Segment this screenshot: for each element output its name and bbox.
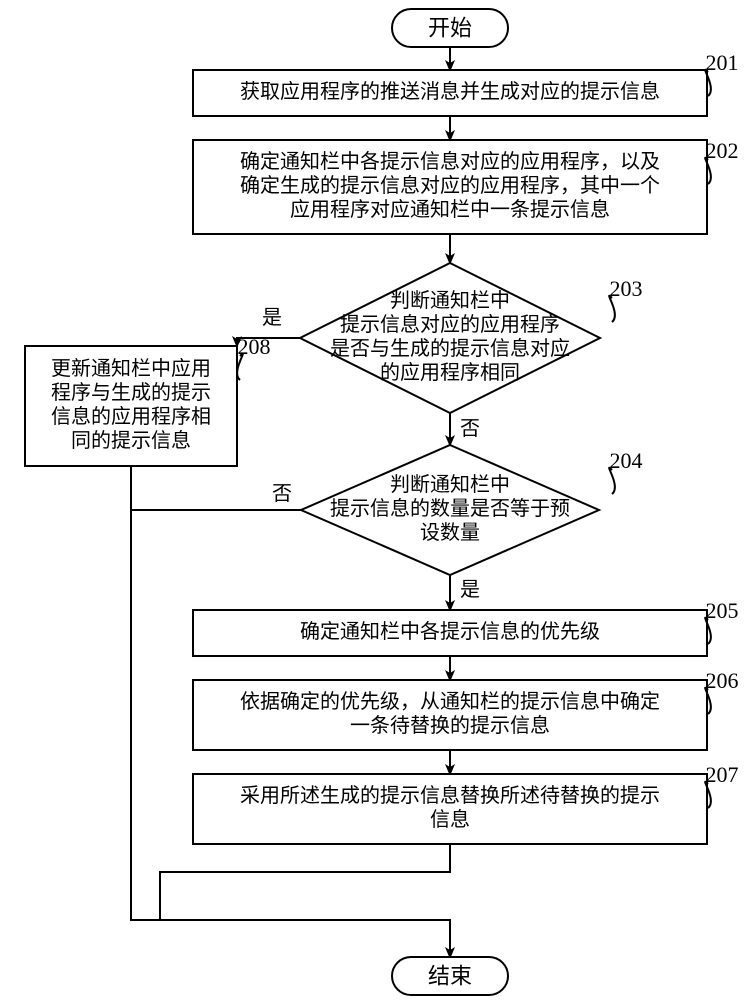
step-label-l206: 206 <box>706 668 739 693</box>
n205-line: 确定通知栏中各提示信息的优先级 <box>300 620 600 643</box>
n206-line: 依据确定的优先级，从通知栏的提示信息中确定 <box>240 690 660 713</box>
edge-label-no203: 否 <box>460 418 480 440</box>
n204-line: 判断通知栏中 <box>390 473 510 496</box>
n207-line: 信息 <box>430 808 470 831</box>
n208-line: 更新通知栏中应用 <box>51 357 211 380</box>
n208-line: 同的提示信息 <box>71 429 191 452</box>
n208-line: 信息的应用程序相 <box>51 405 211 428</box>
start-text: 开始 <box>428 16 472 41</box>
flowchart-canvas: 开始结束 获取应用程序的推送消息并生成对应的提示信息确定通知栏中各提示信息对应的应… <box>0 0 751 1000</box>
edge-label-no204: 否 <box>272 483 292 505</box>
step-label-l202: 202 <box>706 138 739 163</box>
step-label-l203: 203 <box>610 276 643 301</box>
step-label-l204: 204 <box>610 448 643 473</box>
n202-line: 应用程序对应通知栏中一条提示信息 <box>290 198 610 221</box>
n201-line: 获取应用程序的推送消息并生成对应的提示信息 <box>240 80 660 103</box>
n207-line: 采用所述生成的提示信息替换所述待替换的提示 <box>240 784 660 807</box>
n202-line: 确定生成的提示信息对应的应用程序，其中一个 <box>240 174 660 197</box>
edge-10 <box>160 844 450 920</box>
nodes-layer: 开始结束 获取应用程序的推送消息并生成对应的提示信息确定通知栏中各提示信息对应的应… <box>25 9 707 995</box>
step-label-l208: 208 <box>238 334 271 359</box>
n204-line: 提示信息的数量是否等于预 <box>330 497 570 520</box>
n203-line: 判断通知栏中 <box>390 289 510 312</box>
end-text: 结束 <box>428 964 472 989</box>
n203-line: 提示信息对应的应用程序 <box>340 313 560 336</box>
n202-line: 确定通知栏中各提示信息对应的应用程序，以及 <box>240 150 660 173</box>
edge-label-yes204: 是 <box>460 579 480 601</box>
n203-line: 是否与生成的提示信息对应 <box>330 337 570 360</box>
step-label-l207: 207 <box>706 762 739 787</box>
edge-label-yes203: 是 <box>262 307 282 329</box>
step-label-l205: 205 <box>706 598 739 623</box>
n208-line: 程序与生成的提示 <box>51 381 211 404</box>
step-label-l201: 201 <box>706 50 739 75</box>
n203-line: 的应用程序相同 <box>380 361 520 384</box>
n204-line: 设数量 <box>420 521 480 544</box>
n206-line: 一条待替换的提示信息 <box>350 714 550 737</box>
